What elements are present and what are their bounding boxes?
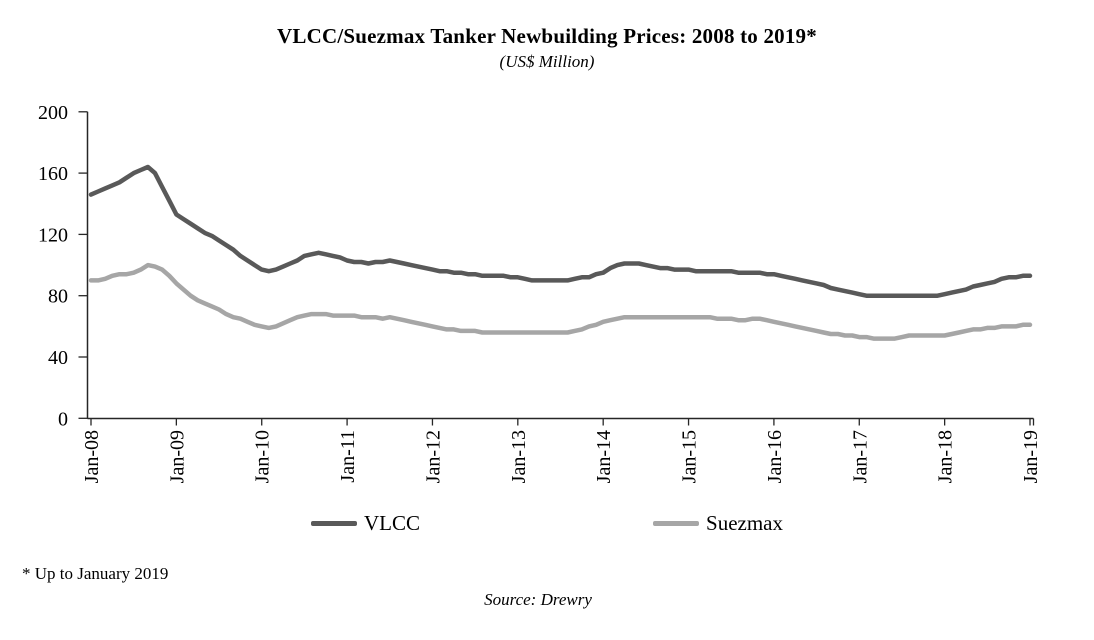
suezmax-legend-label: Suezmax (706, 511, 783, 535)
suezmax-line (88, 262, 1033, 341)
chart-footnote: * Up to January 2019 (22, 564, 169, 583)
x-axis-label: Jan-09 (166, 430, 188, 483)
y-axis-label: 80 (48, 286, 68, 308)
legend-item-vlcc: VLCC (311, 511, 420, 535)
y-axis-label: 120 (38, 224, 68, 246)
chart-legend: VLCC Suezmax (0, 511, 1094, 535)
x-axis-label: Jan-13 (508, 430, 530, 483)
suezmax-legend-swatch (653, 520, 700, 526)
x-axis-label: Jan-11 (337, 430, 359, 483)
y-axis-label: 40 (48, 347, 68, 369)
x-axis-label: Jan-19 (1020, 430, 1042, 483)
y-axis-label: 160 (38, 163, 68, 185)
x-axis-label: Jan-18 (935, 430, 957, 483)
y-axis-label: 200 (38, 102, 68, 124)
chart-title: VLCC/Suezmax Tanker Newbuilding Prices: … (277, 24, 817, 48)
chart-source: Source: Drewry (484, 590, 592, 609)
x-axis-label: Jan-16 (764, 430, 786, 483)
y-axis-label: 0 (58, 408, 68, 430)
vlcc-legend-label: VLCC (364, 511, 421, 535)
legend-item-suezmax: Suezmax (653, 511, 783, 535)
x-axis-label: Jan-14 (593, 430, 615, 483)
x-axis-label: Jan-10 (252, 430, 274, 483)
chart-subtitle: (US$ Million) (499, 52, 595, 71)
x-axis-label: Jan-12 (422, 430, 444, 483)
x-axis-label: Jan-17 (849, 430, 871, 483)
x-axis-label: Jan-08 (81, 430, 103, 483)
vlcc-line (88, 164, 1033, 298)
vlcc-legend-swatch (311, 520, 357, 526)
x-axis-label: Jan-15 (679, 430, 701, 483)
